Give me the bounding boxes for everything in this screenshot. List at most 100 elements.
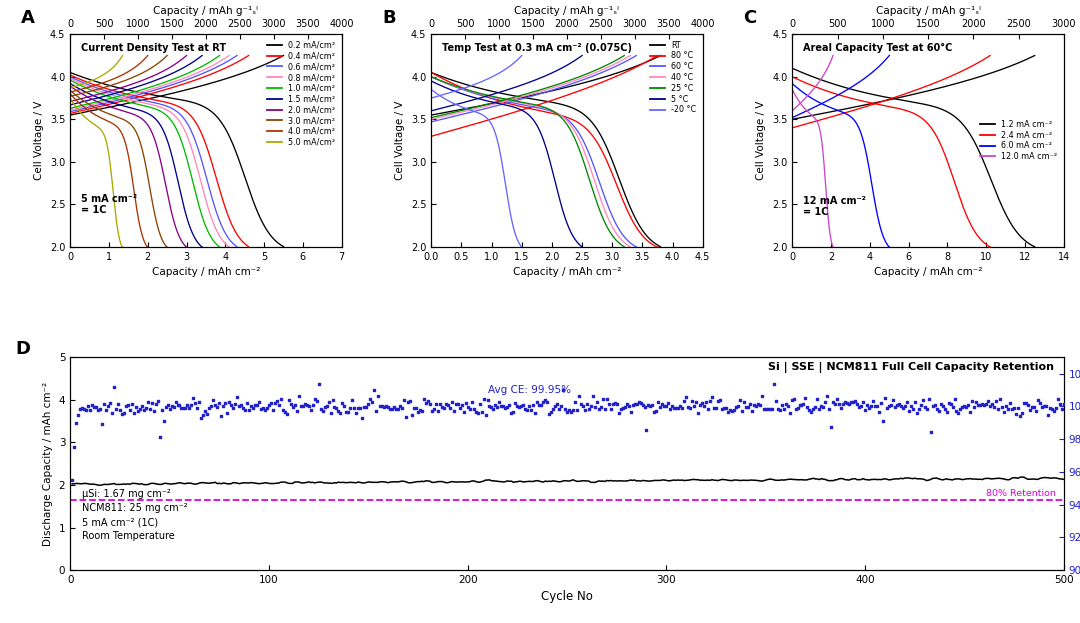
Point	[80, 401, 97, 411]
Text: 5 mA cm⁻²
= 1C: 5 mA cm⁻² = 1C	[81, 194, 137, 216]
Point	[664, 401, 681, 411]
Point	[908, 407, 926, 417]
Point	[362, 394, 379, 404]
Point	[589, 397, 606, 407]
Point	[689, 407, 706, 417]
Point	[922, 427, 940, 437]
Point	[880, 401, 897, 411]
Point	[241, 405, 258, 415]
Point	[435, 403, 453, 413]
Y-axis label: Cell Voltage / V: Cell Voltage / V	[35, 101, 44, 180]
Point	[237, 405, 254, 415]
Point	[286, 401, 303, 411]
Point	[850, 402, 867, 412]
Point	[676, 396, 693, 406]
Point	[225, 403, 242, 413]
Point	[582, 401, 599, 411]
Point	[239, 398, 256, 408]
Point	[421, 399, 438, 409]
Point	[154, 416, 172, 426]
Point	[272, 394, 289, 404]
Point	[201, 403, 218, 413]
Point	[419, 396, 436, 406]
Point	[800, 405, 818, 415]
Point	[497, 403, 514, 413]
Point	[475, 394, 492, 404]
Point	[642, 401, 659, 411]
Point	[753, 391, 770, 401]
Point	[681, 403, 699, 413]
Point	[218, 407, 235, 417]
Point	[779, 401, 796, 411]
Point	[854, 397, 872, 407]
Point	[451, 403, 469, 413]
Point	[318, 401, 335, 411]
Point	[797, 393, 814, 403]
Point	[863, 401, 880, 411]
Point	[71, 404, 89, 414]
Point	[213, 411, 230, 421]
Point	[127, 402, 145, 412]
Point	[469, 408, 486, 418]
Point	[696, 401, 713, 411]
Text: A: A	[22, 9, 36, 27]
Point	[861, 403, 878, 413]
Point	[831, 399, 848, 409]
Point	[149, 396, 166, 406]
X-axis label: Capacity / mAh g⁻¹ₛᴵ: Capacity / mAh g⁻¹ₛᴵ	[514, 6, 620, 16]
Point	[177, 403, 194, 413]
Point	[334, 398, 351, 408]
Point	[1039, 410, 1056, 420]
Point	[276, 407, 294, 417]
Point	[575, 401, 592, 411]
Point	[1037, 401, 1054, 411]
Point	[478, 394, 496, 404]
Point	[767, 396, 784, 406]
Point	[974, 399, 991, 409]
Point	[1003, 404, 1021, 414]
Point	[986, 402, 1003, 412]
Point	[360, 399, 377, 409]
Point	[759, 404, 777, 414]
Point	[171, 400, 188, 410]
Point	[864, 396, 881, 406]
Point	[83, 401, 100, 411]
Point	[757, 404, 774, 414]
Text: μSi: 1.67 mg cm⁻²
NCM811: 25 mg cm⁻²
5 mA cm⁻² (1C)
Room Temperature: μSi: 1.67 mg cm⁻² NCM811: 25 mg cm⁻² 5 m…	[82, 489, 188, 541]
Point	[608, 399, 625, 409]
Point	[840, 399, 858, 409]
Point	[428, 399, 445, 409]
Point	[397, 412, 415, 422]
Point	[755, 404, 772, 414]
Point	[750, 399, 767, 409]
Point	[1053, 404, 1070, 414]
Point	[596, 404, 613, 414]
Text: Si | SSE | NCM811 Full Cell Capacity Retention: Si | SSE | NCM811 Full Cell Capacity Ret…	[768, 362, 1054, 373]
Point	[686, 401, 703, 411]
Point	[837, 397, 854, 407]
Y-axis label: Cell Voltage / V: Cell Voltage / V	[756, 101, 767, 180]
Point	[651, 402, 669, 412]
Point	[102, 399, 119, 409]
Point	[998, 401, 1015, 411]
Point	[258, 403, 275, 413]
Point	[90, 405, 107, 415]
Point	[563, 407, 580, 417]
Point	[572, 399, 590, 409]
Point	[838, 398, 855, 408]
Point	[232, 401, 249, 411]
Text: C: C	[743, 9, 757, 27]
Point	[876, 392, 893, 402]
Point	[656, 401, 673, 411]
Point	[253, 404, 270, 414]
Point	[185, 393, 202, 403]
Point	[741, 399, 758, 409]
Point	[414, 406, 431, 416]
Point	[175, 404, 192, 414]
Point	[913, 400, 930, 410]
Point	[73, 404, 91, 414]
Point	[825, 397, 842, 407]
Point	[989, 404, 1007, 414]
Point	[405, 403, 422, 413]
Point	[940, 398, 957, 408]
